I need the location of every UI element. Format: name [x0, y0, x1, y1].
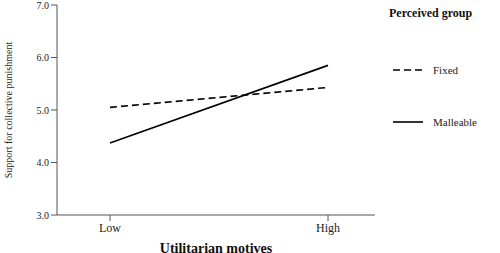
svg-text:Utilitarian motives: Utilitarian motives — [160, 241, 273, 253]
svg-text:5.0: 5.0 — [37, 105, 50, 116]
svg-text:6.0: 6.0 — [37, 52, 50, 63]
svg-text:7.0: 7.0 — [37, 0, 50, 11]
svg-text:4.0: 4.0 — [37, 157, 50, 168]
svg-text:Malleable: Malleable — [433, 116, 477, 128]
svg-text:High: High — [316, 221, 340, 235]
svg-text:Perceived group: Perceived group — [389, 6, 473, 20]
svg-text:Fixed: Fixed — [433, 64, 459, 76]
svg-text:3.0: 3.0 — [37, 210, 50, 221]
svg-text:Low: Low — [99, 221, 121, 235]
svg-text:Support for collective punishm: Support for collective punishment — [8, 42, 14, 179]
